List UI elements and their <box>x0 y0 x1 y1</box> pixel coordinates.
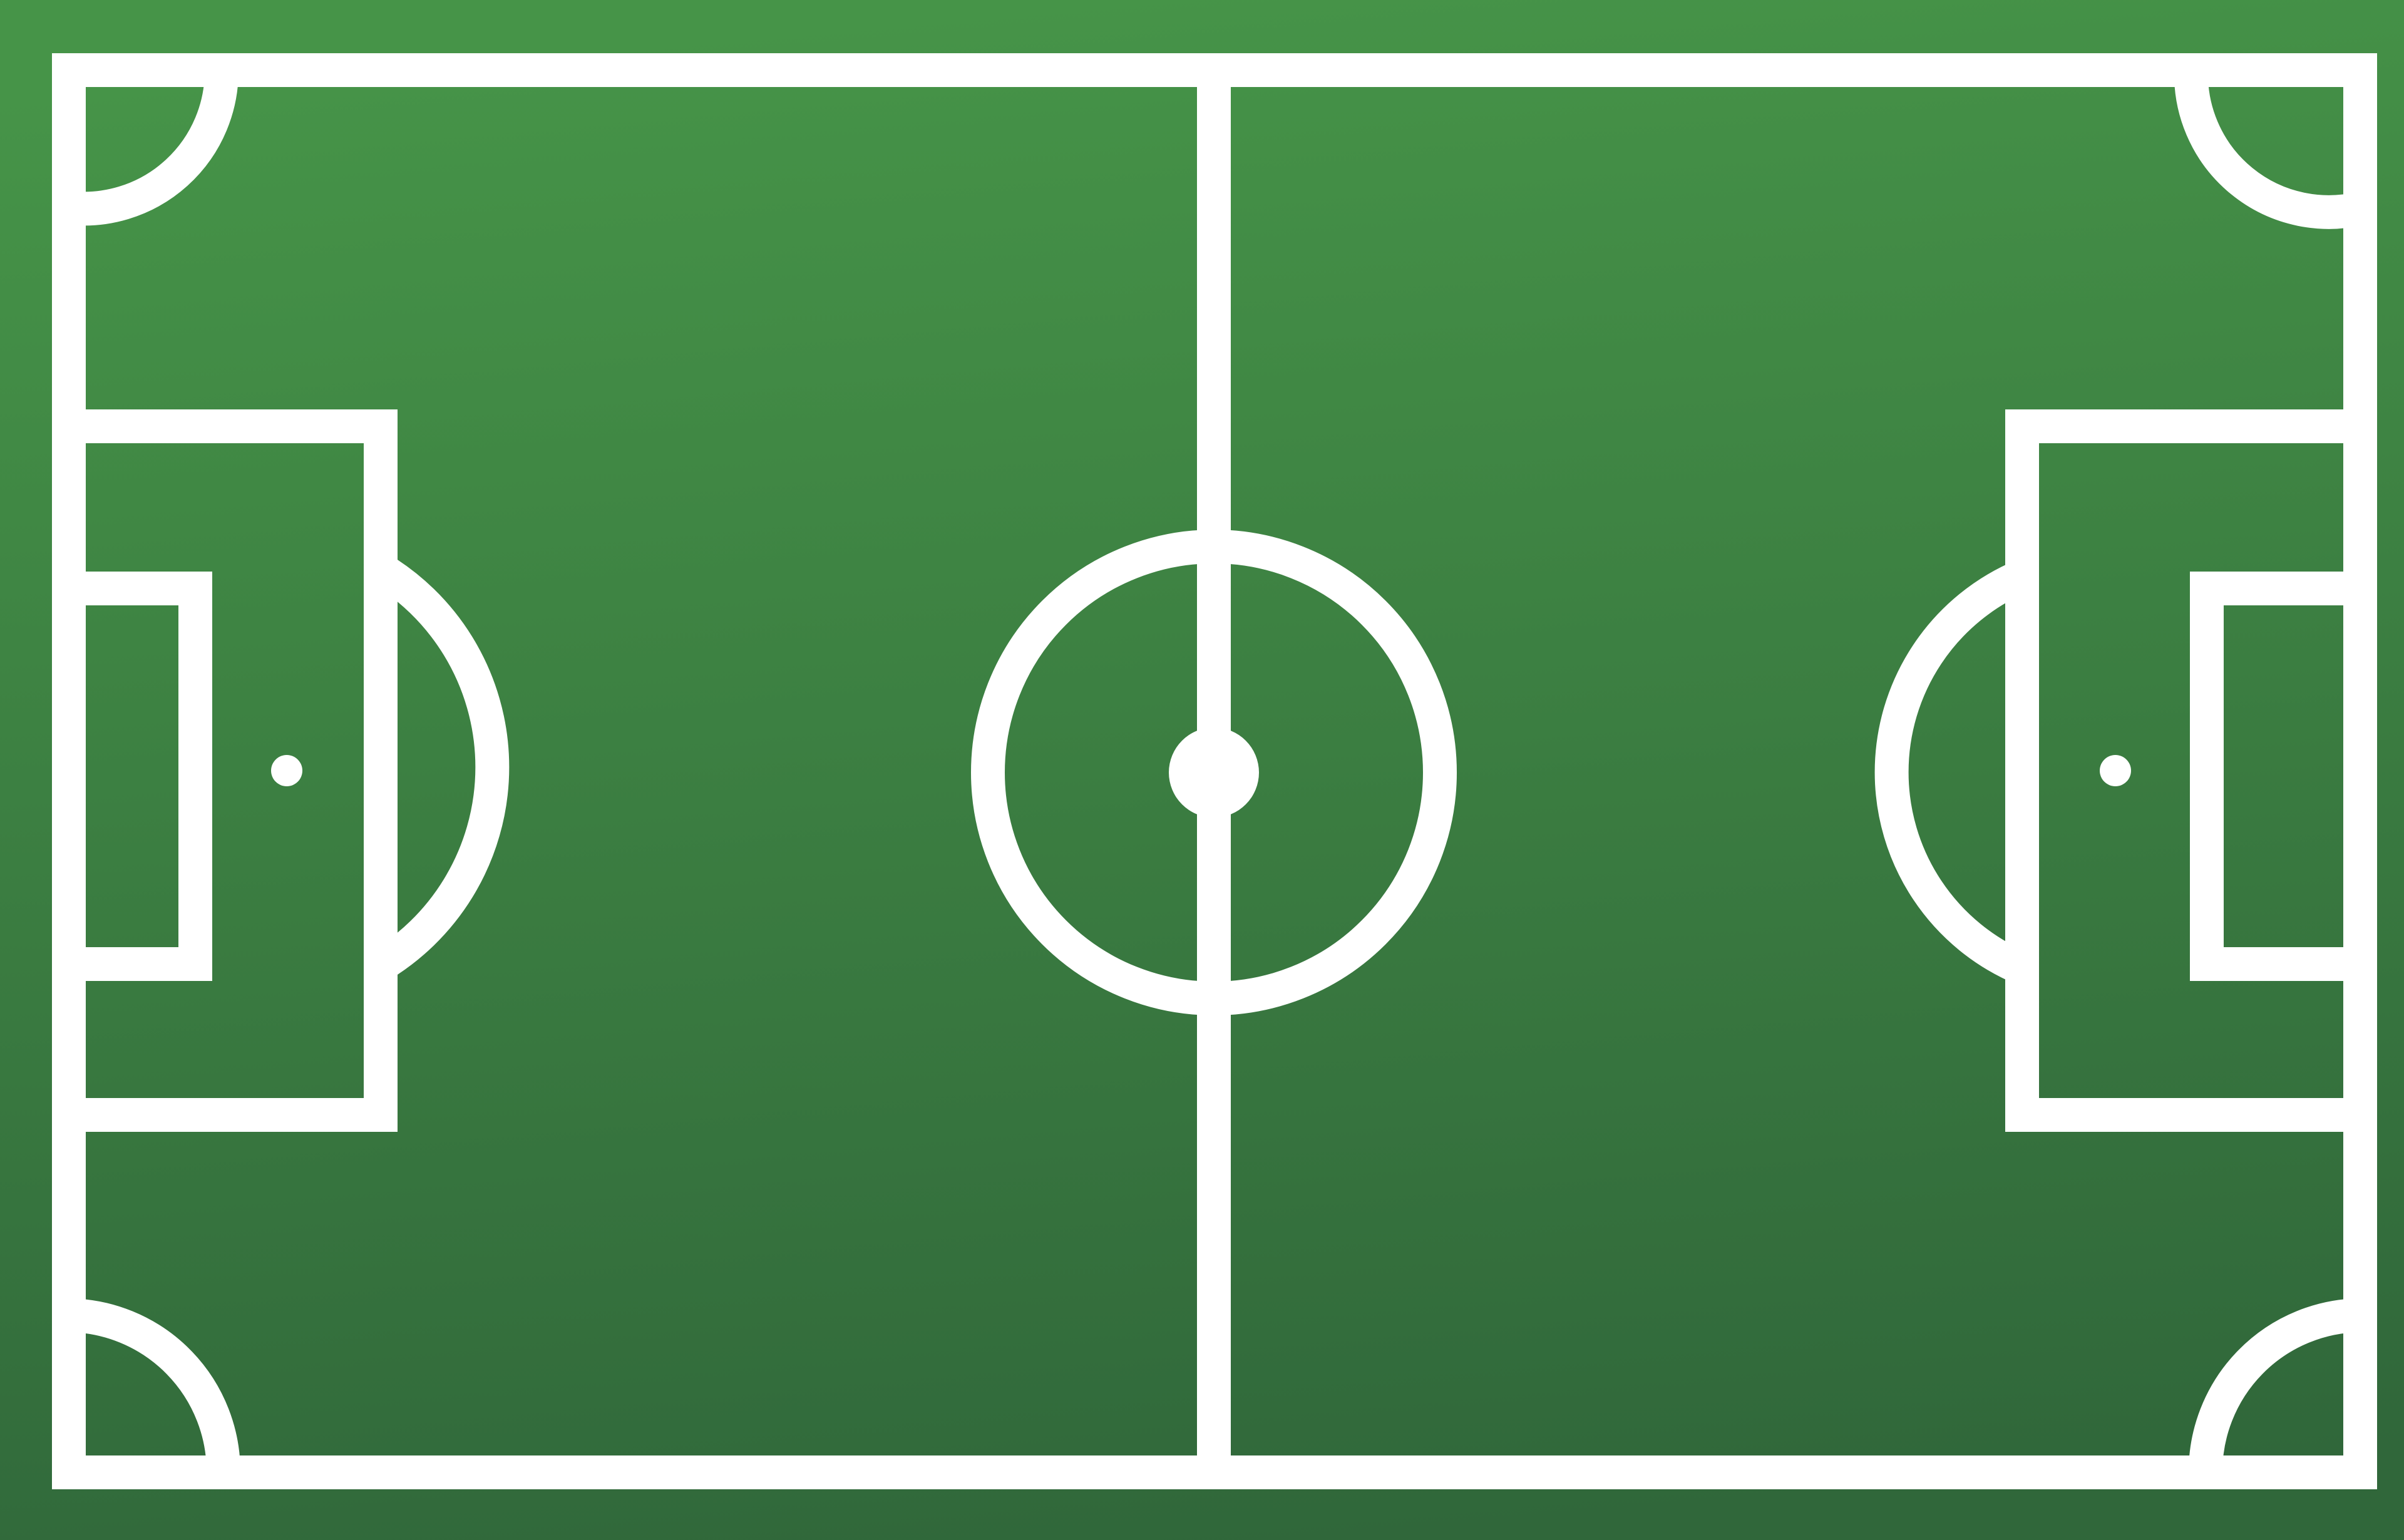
corner-arc-bottom-right <box>2188 1298 2361 1473</box>
right-penalty-spot <box>2100 755 2131 786</box>
corner-arc-top-right <box>2174 69 2365 229</box>
right-penalty-arc <box>1874 560 2029 984</box>
right-goal-area <box>2190 572 2377 981</box>
corner-arc-bottom-left <box>68 1298 241 1473</box>
center-circle <box>971 530 1457 1015</box>
left-goal-area <box>52 572 212 981</box>
left-penalty-spot <box>271 755 302 786</box>
left-penalty-arc <box>371 554 510 980</box>
center-spot <box>1169 727 1259 818</box>
corner-arc-top-left <box>67 69 239 226</box>
